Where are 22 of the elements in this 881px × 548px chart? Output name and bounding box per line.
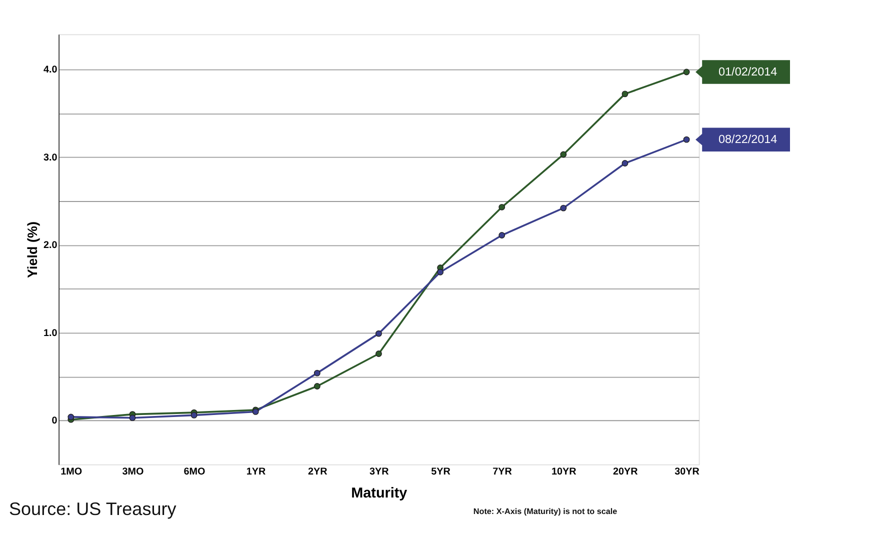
text: 08/22/2014: [718, 133, 778, 146]
x-tick-label: 30YR: [674, 466, 700, 478]
x-tick-label: 1YR: [246, 466, 266, 478]
x-tick-label: 10YR: [551, 466, 576, 478]
x-tick-label: 2YR: [308, 466, 328, 478]
y-tick-label: 0: [52, 416, 58, 427]
text: Note: X-Axis (Maturity) is not to scale: [473, 506, 618, 516]
y-tick-label: 4.0: [43, 64, 58, 76]
x-tick-label: 20YR: [613, 466, 638, 478]
x-tick-label: 6MO: [184, 466, 206, 478]
y-tick-label: 2.0: [43, 240, 58, 252]
x-tick-label: 7YR: [492, 466, 512, 478]
y-axis-title: Yield (%): [25, 221, 40, 278]
x-tick-label: 5YR: [431, 466, 450, 478]
x-tick-label: 1MO: [60, 466, 82, 478]
text: 01/02/2014: [718, 66, 778, 79]
y-tick-label: 3.0: [43, 152, 58, 164]
x-tick-label: 3YR: [370, 466, 389, 478]
source-note: Source: US Treasury: [9, 498, 176, 519]
y-tick-label: 1.0: [43, 328, 58, 339]
x-axis-title: Maturity: [351, 485, 408, 502]
x-tick-label: 3MO: [122, 466, 144, 478]
